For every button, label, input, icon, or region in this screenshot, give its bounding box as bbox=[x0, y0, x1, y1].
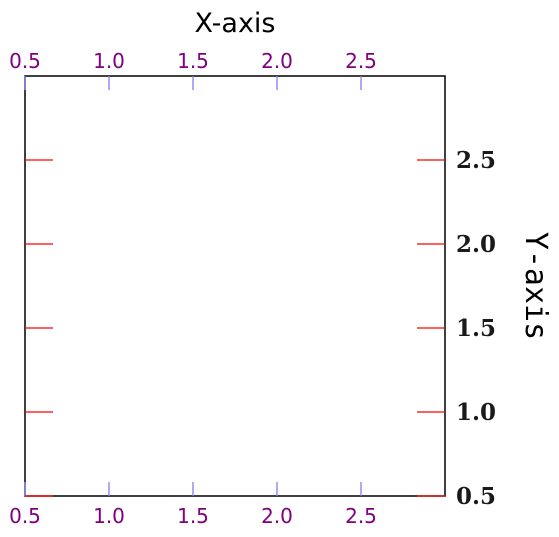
y-tick-label-right: 1.5 bbox=[456, 315, 496, 342]
y-tick-label-right: 1.0 bbox=[456, 399, 496, 426]
x-tick-label-top: 1.0 bbox=[93, 49, 125, 73]
y-axis-label: Y-axis bbox=[518, 232, 553, 340]
tick-marks bbox=[24, 76, 445, 497]
x-tick-label-top: 0.5 bbox=[9, 49, 41, 73]
x-tick-label-bottom: 1.0 bbox=[93, 504, 125, 528]
x-tick-label-top: 1.5 bbox=[177, 49, 209, 73]
x-tick-label-bottom: 2.0 bbox=[261, 504, 293, 528]
x-tick-label-bottom: 2.5 bbox=[345, 504, 377, 528]
y-tick-label-right: 2.5 bbox=[456, 147, 496, 174]
x-tick-label-bottom: 0.5 bbox=[9, 504, 41, 528]
x-tick-label-top: 2.0 bbox=[261, 49, 293, 73]
plot-frame bbox=[24, 75, 446, 497]
tick-labels: 0.5 0.5 1.0 1.0 1.5 1.5 2.0 2.0 2.5 2.5 0.5 1.0 1.5 2… bbox=[9, 49, 496, 528]
x-tick-label-bottom: 1.5 bbox=[177, 504, 209, 528]
y-tick-label-right: 0.5 bbox=[456, 483, 496, 510]
x-axis-label: X-axis bbox=[195, 8, 276, 39]
x-tick-label-top: 2.5 bbox=[345, 49, 377, 73]
y-tick-label-right: 2.0 bbox=[456, 231, 496, 258]
